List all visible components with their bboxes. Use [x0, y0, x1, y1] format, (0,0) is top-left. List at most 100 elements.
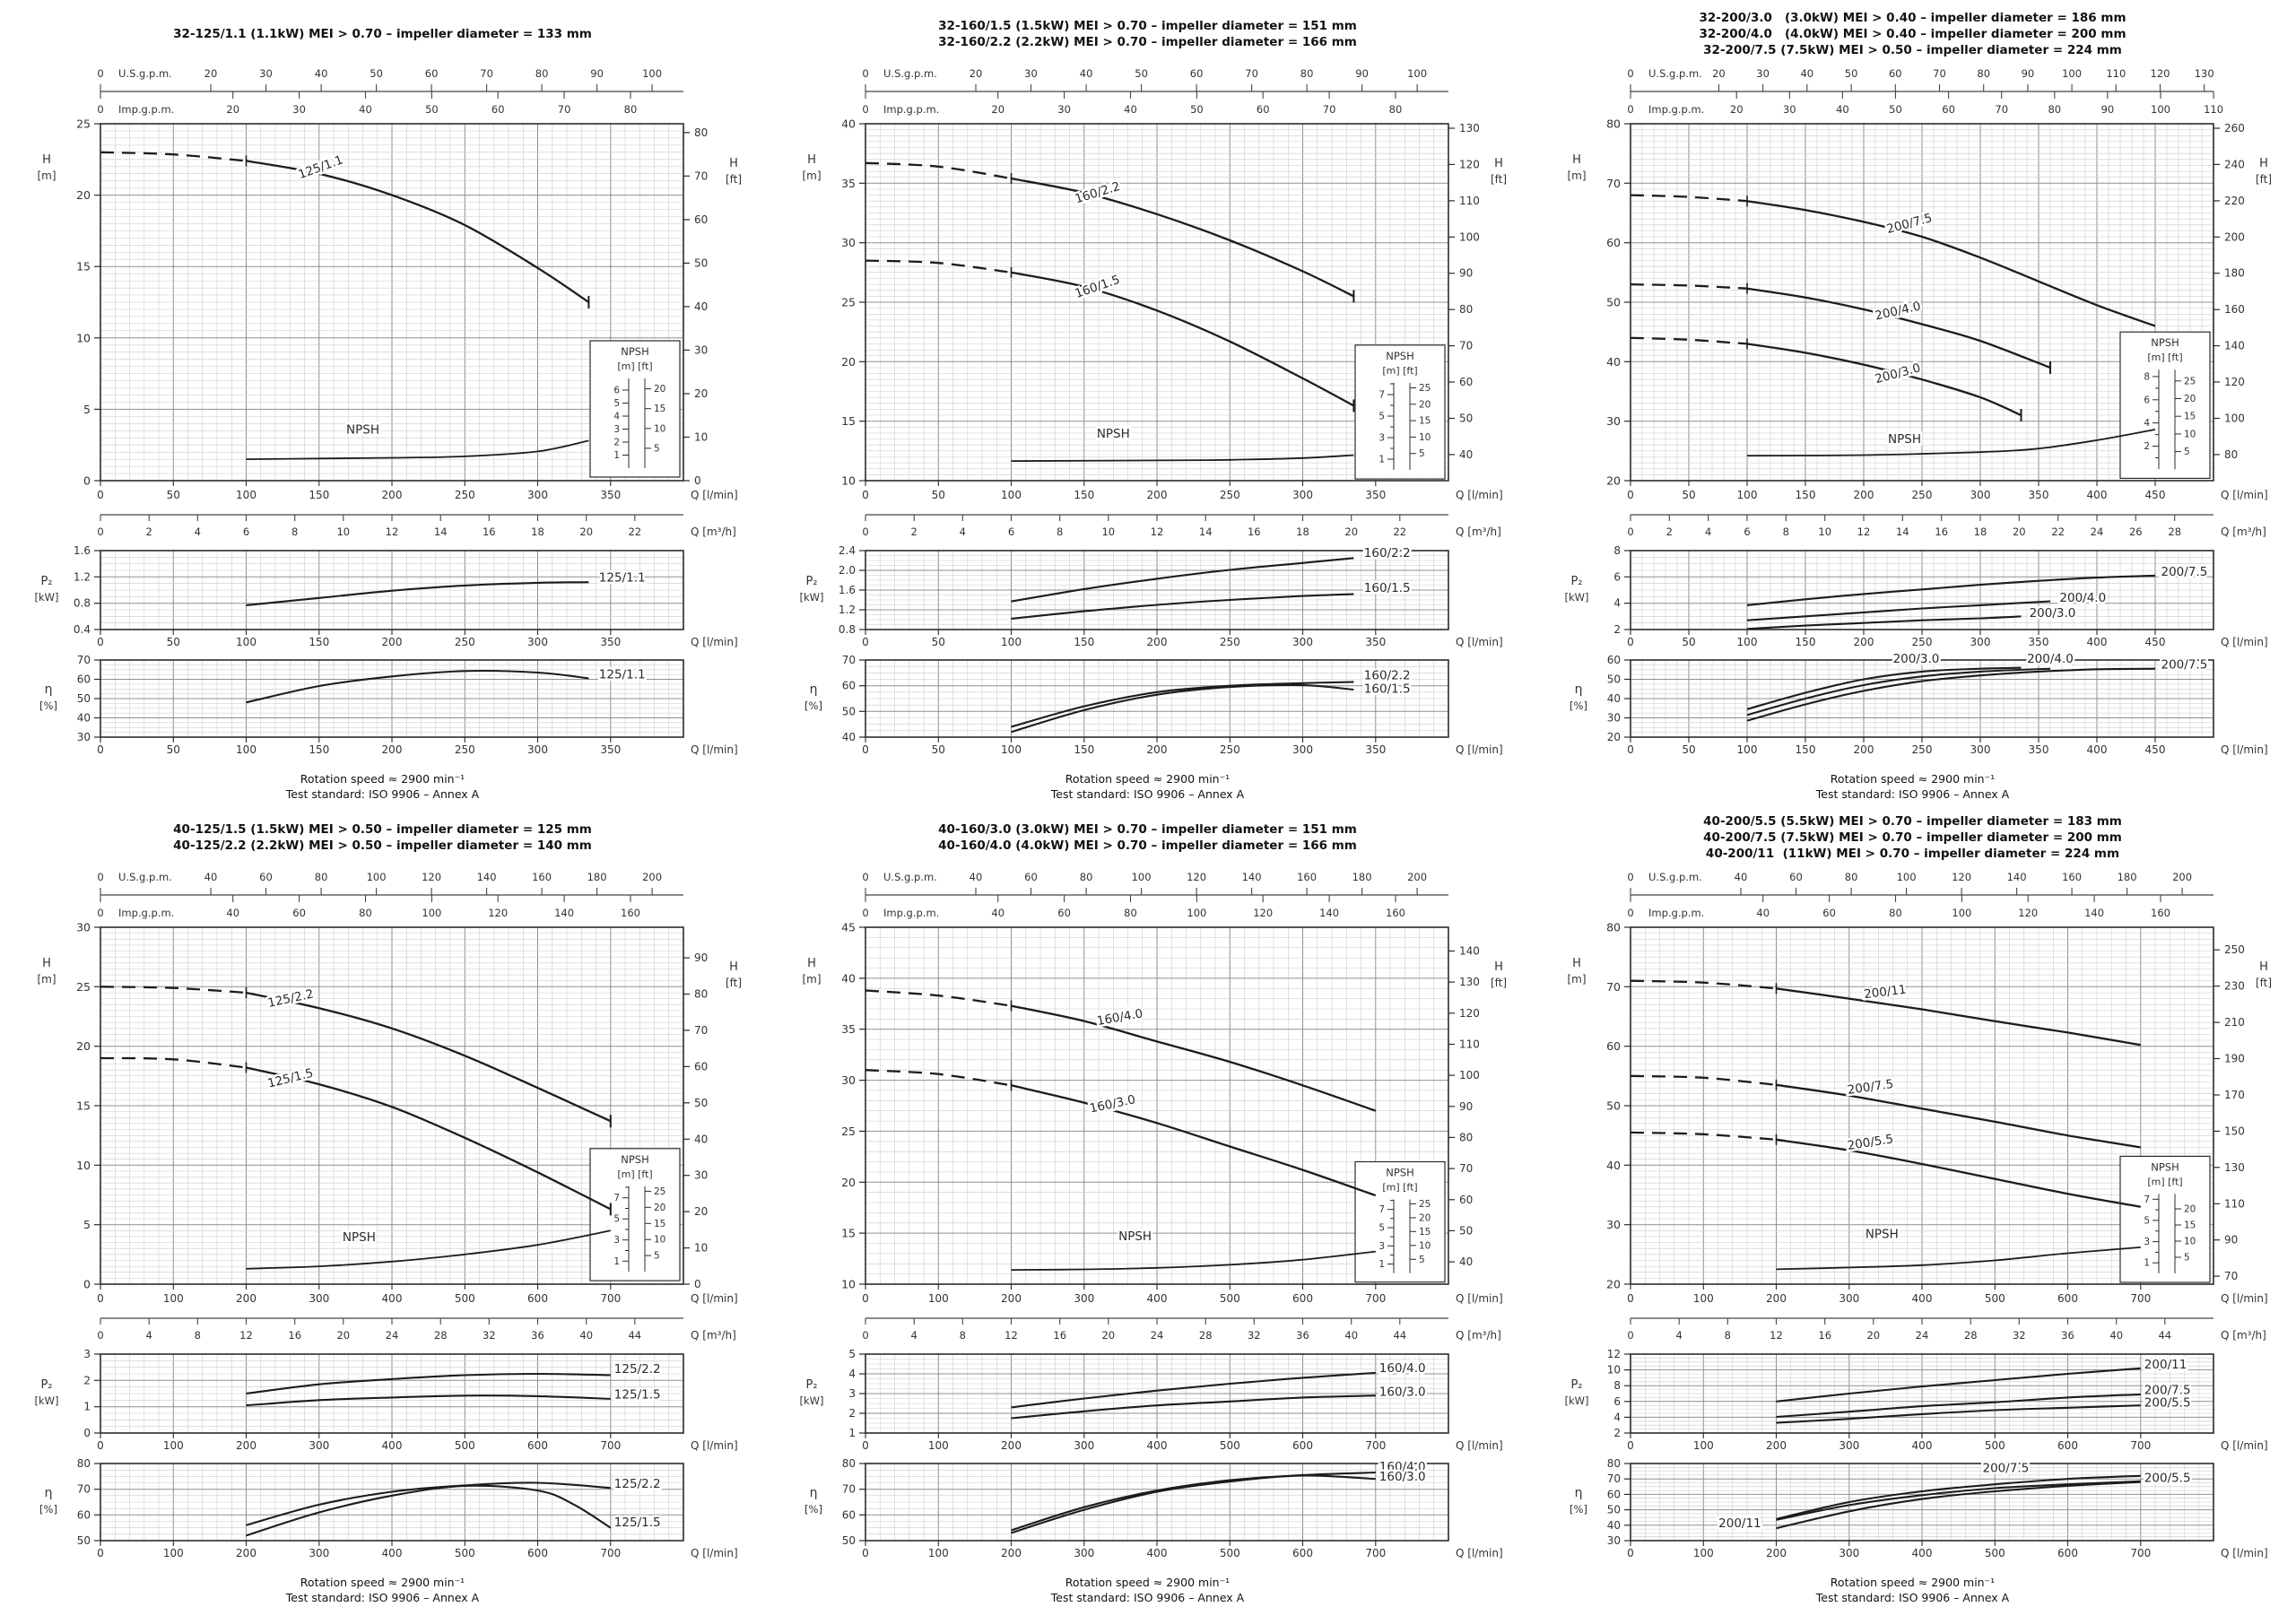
svg-text:250: 250 [1220, 743, 1240, 756]
svg-text:140: 140 [2224, 340, 2245, 352]
svg-text:P₂: P₂ [1570, 1378, 1582, 1392]
svg-text:110: 110 [1459, 1038, 1480, 1051]
svg-text:30: 30 [1607, 712, 1621, 725]
svg-text:120: 120 [2224, 376, 2245, 388]
svg-text:12: 12 [1607, 1348, 1621, 1360]
svg-text:4: 4 [2144, 418, 2150, 429]
svg-text:300: 300 [1839, 1292, 1859, 1305]
svg-text:400: 400 [1147, 1547, 1168, 1559]
svg-text:15: 15 [2184, 1220, 2196, 1231]
svg-text:28: 28 [1964, 1329, 1978, 1342]
svg-text:Q [l/min]: Q [l/min] [691, 489, 738, 501]
svg-text:40: 40 [2109, 1329, 2123, 1342]
svg-text:20: 20 [2013, 526, 2026, 538]
svg-text:0: 0 [97, 743, 104, 756]
svg-text:6: 6 [1613, 570, 1621, 583]
svg-text:20: 20 [204, 67, 218, 80]
svg-text:[m] [ft]: [m] [ft] [1382, 1182, 1417, 1194]
svg-text:5: 5 [613, 1214, 620, 1225]
svg-text:200: 200 [1001, 1292, 1022, 1305]
pump-chart: 0 20 30 40 50 60 70 80 90 100 110 120 130U.S.g.p.m.0… [1564, 67, 2272, 756]
svg-text:10: 10 [1419, 1240, 1431, 1251]
svg-text:160: 160 [532, 871, 552, 883]
test-standard-note: Test standard: ISO 9906 – Annex A [1050, 787, 1245, 801]
svg-text:200/11: 200/11 [2144, 1358, 2187, 1372]
svg-text:η: η [810, 682, 818, 697]
svg-text:80: 80 [2048, 103, 2061, 116]
panel-title: 40-160/3.0 (3.0kW) MEI > 0.70 – impeller… [938, 822, 1357, 837]
svg-text:[kW]: [kW] [1564, 591, 1588, 604]
svg-text:15: 15 [76, 260, 91, 274]
svg-text:U.S.g.p.m.: U.S.g.p.m. [1648, 67, 1702, 80]
svg-text:0: 0 [97, 1439, 104, 1452]
svg-text:η: η [45, 682, 53, 697]
svg-text:100: 100 [928, 1292, 949, 1305]
svg-text:200: 200 [236, 1292, 257, 1305]
svg-text:0: 0 [1627, 1547, 1634, 1559]
svg-text:4: 4 [1613, 1411, 1621, 1423]
svg-text:18: 18 [531, 526, 544, 538]
svg-text:40: 40 [1606, 1159, 1621, 1172]
svg-text:100: 100 [1132, 871, 1152, 883]
svg-text:30: 30 [1606, 1218, 1621, 1231]
svg-text:50: 50 [167, 743, 180, 756]
svg-text:20: 20 [1344, 526, 1358, 538]
svg-text:30: 30 [259, 67, 273, 80]
svg-text:200: 200 [2172, 871, 2192, 883]
svg-text:220: 220 [2224, 195, 2245, 207]
svg-text:50: 50 [932, 743, 945, 756]
svg-text:0: 0 [1627, 636, 1634, 648]
svg-text:P₂: P₂ [40, 1378, 52, 1392]
svg-text:125/2.2: 125/2.2 [614, 1362, 661, 1377]
svg-text:500: 500 [1220, 1292, 1240, 1305]
svg-text:30: 30 [1057, 103, 1071, 116]
svg-text:130: 130 [2195, 67, 2214, 80]
svg-text:40: 40 [1344, 1329, 1358, 1342]
svg-text:80: 80 [694, 988, 708, 1001]
svg-text:20: 20 [654, 384, 665, 395]
svg-text:2: 2 [1613, 623, 1621, 636]
svg-text:0: 0 [862, 67, 868, 80]
svg-text:NPSH: NPSH [1118, 1229, 1152, 1244]
svg-text:[%]: [%] [39, 699, 57, 712]
svg-text:[ft]: [ft] [2256, 977, 2272, 989]
svg-text:150: 150 [309, 489, 329, 501]
svg-text:U.S.g.p.m.: U.S.g.p.m. [1648, 871, 1702, 883]
svg-text:0: 0 [97, 907, 103, 919]
svg-text:0: 0 [97, 489, 104, 501]
svg-text:200: 200 [642, 871, 662, 883]
svg-text:Q [l/min]: Q [l/min] [1456, 1547, 1503, 1559]
svg-text:350: 350 [1365, 636, 1386, 648]
svg-text:H: H [2259, 960, 2268, 974]
svg-text:140: 140 [2084, 907, 2104, 919]
svg-text:100: 100 [1693, 1439, 1714, 1452]
svg-text:14: 14 [434, 526, 448, 538]
svg-text:30: 30 [841, 1073, 856, 1087]
svg-text:10: 10 [2184, 1237, 2196, 1247]
svg-text:15: 15 [76, 1099, 91, 1113]
svg-text:70: 70 [842, 654, 856, 666]
svg-text:400: 400 [2087, 636, 2108, 648]
svg-text:160: 160 [621, 907, 640, 919]
svg-text:60: 60 [1257, 103, 1270, 116]
svg-text:1: 1 [613, 1256, 620, 1267]
svg-text:8: 8 [1613, 1379, 1621, 1392]
svg-text:3: 3 [1378, 1241, 1385, 1252]
svg-text:7: 7 [613, 1193, 620, 1203]
svg-text:4: 4 [960, 526, 966, 538]
svg-text:24: 24 [1916, 1329, 1929, 1342]
svg-text:0.8: 0.8 [839, 623, 856, 636]
svg-text:50: 50 [1459, 1224, 1473, 1237]
svg-text:H: H [42, 957, 51, 970]
svg-text:20: 20 [1419, 399, 1431, 410]
svg-text:20: 20 [841, 1176, 856, 1189]
svg-text:H: H [729, 157, 738, 170]
svg-text:1: 1 [2144, 1258, 2150, 1269]
svg-text:600: 600 [527, 1292, 548, 1305]
svg-text:20: 20 [970, 67, 983, 80]
svg-text:300: 300 [1292, 489, 1313, 501]
svg-text:NPSH: NPSH [621, 1153, 649, 1166]
svg-text:150: 150 [1074, 489, 1094, 501]
svg-text:40: 40 [1756, 907, 1770, 919]
svg-text:0: 0 [83, 474, 91, 488]
